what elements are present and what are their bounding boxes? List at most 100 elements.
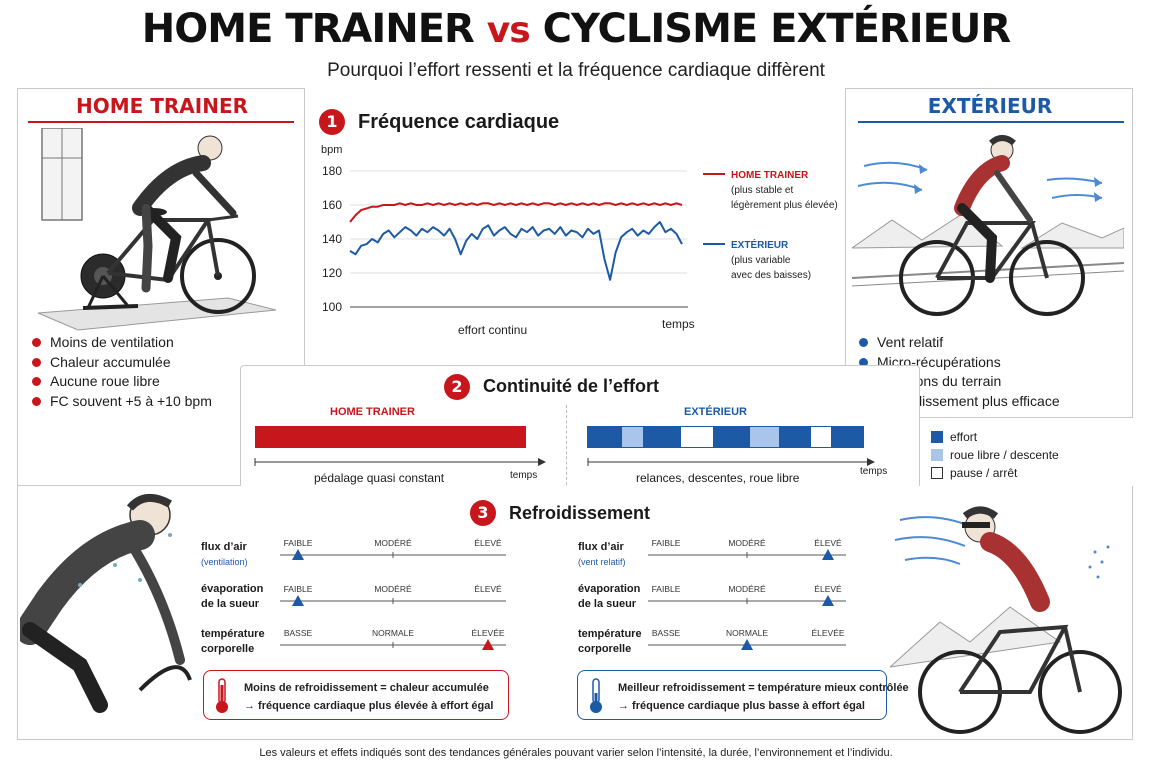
continuity-divider: [566, 405, 567, 485]
continuity-out-time: temps: [860, 466, 888, 477]
legend-out-note1: (plus variable: [731, 255, 791, 266]
series-home-trainer-line: [349, 202, 683, 223]
legend-home-note2: légèrement plus élevée): [731, 200, 838, 211]
scale-label: MODÉRÉ: [728, 538, 766, 548]
y-tick-label: 180: [322, 164, 342, 178]
outdoor-cooling-callout: Meilleur refroidissement = température m…: [577, 670, 909, 720]
home-cooling-callout: Moins de refroidissement = chaleur accum…: [203, 670, 509, 720]
scale-marker: [822, 549, 834, 560]
continuity-legend: effort roue libre / descente pause / arr…: [930, 428, 1059, 482]
out-callout-line2: → fréquence cardiaque plus basse à effor…: [618, 700, 865, 712]
scale-label: ÉLEVÉE: [811, 628, 844, 638]
scale-label: MODÉRÉ: [374, 584, 412, 594]
continuity-home-caption: pédalage quasi constant: [314, 471, 445, 485]
y-tick-label: 100: [322, 300, 342, 314]
legend-effort: effort: [930, 428, 1059, 446]
continuity-out-bar: [587, 426, 864, 448]
scale-label: FAIBLE: [652, 538, 681, 548]
continuity-segment: [643, 427, 681, 447]
home-callout-line1: Moins de refroidissement = chaleur accum…: [244, 682, 489, 694]
continuity-segment: [621, 427, 644, 447]
continuity-home-label: HOME TRAINER: [330, 406, 415, 418]
scale-marker: [822, 595, 834, 606]
home-airflow-label: flux d’air (ventilation): [201, 541, 248, 567]
chart-series: [349, 202, 683, 281]
legend-home-note1: (plus stable et: [731, 185, 793, 196]
series-exterieur-line: [349, 221, 683, 281]
continuity-home-time: temps: [510, 470, 538, 481]
continuity-segment: [779, 427, 812, 447]
bullet-item: Moins de ventilation: [30, 333, 300, 353]
legend-out-note2: avec des baisses): [731, 270, 811, 281]
scale-label: FAIBLE: [652, 584, 681, 594]
outdoor-rule: [858, 121, 1124, 123]
continuity-segment: [830, 427, 863, 447]
scale-label: ÉLEVÉ: [814, 584, 842, 594]
title-left: HOME TRAINER: [141, 6, 475, 52]
continuity-segment: [588, 427, 622, 447]
bullet-item: Vent relatif: [857, 333, 1127, 353]
y-axis-label: bpm: [321, 144, 342, 156]
x-axis-label: temps: [662, 317, 695, 331]
title-right: CYCLISME EXTÉRIEUR: [542, 6, 1012, 52]
scale-label: MODÉRÉ: [728, 584, 766, 594]
scale-marker: [292, 549, 304, 560]
scale-label: ÉLEVÉ: [814, 538, 842, 548]
scale-label: BASSE: [652, 628, 681, 638]
continuity-out-label: EXTÉRIEUR: [684, 406, 747, 418]
out-airflow-label: flux d’air (vent relatif): [578, 541, 626, 567]
y-tick-label: 160: [322, 198, 342, 212]
continuity-home-axis: [254, 458, 546, 466]
section1-title: Fréquence cardiaque: [358, 111, 560, 133]
home-callout-line2: → fréquence cardiaque plus élevée à effo…: [244, 700, 494, 712]
title-vs: vs: [486, 10, 531, 51]
y-tick-label: 140: [322, 232, 342, 246]
home-trainer-bullets: Moins de ventilation Chaleur accumulée A…: [30, 333, 300, 411]
legend-pause: pause / arrêt: [930, 464, 1059, 482]
out-temperature-label: température corporelle: [578, 628, 642, 655]
thermometer-cool-icon: [590, 678, 602, 713]
y-tick-label: 120: [322, 266, 342, 280]
section3-title: Refroidissement: [509, 503, 651, 523]
outdoor-cyclist-illustration: [852, 135, 1124, 316]
scale-label: NORMALE: [372, 628, 414, 638]
continuity-segment: [712, 427, 751, 447]
bullet-item: Aucune roue libre: [30, 372, 300, 392]
scale-label: MODÉRÉ: [374, 538, 412, 548]
home-trainer-rule: [28, 121, 294, 123]
home-trainer-heading: HOME TRAINER: [75, 94, 249, 118]
bullet-item: Chaleur accumulée: [30, 353, 300, 373]
footer-note: Les valeurs et effets indiqués sont des …: [259, 747, 893, 759]
home-evaporation-label: évaporation de la sueur: [201, 583, 264, 610]
continuity-segment: [811, 427, 831, 447]
heart-rate-chart: bpm 100 120 140 160 180 effort continu temps…: [321, 144, 838, 337]
section2-number: 2: [444, 374, 470, 400]
scale-label: FAIBLE: [284, 584, 313, 594]
out-callout-line1: Meilleur refroidissement = température m…: [618, 682, 909, 694]
x-caption: effort continu: [458, 323, 527, 337]
continuity-out-axis: [587, 458, 875, 466]
continuity-home-bar: [255, 426, 526, 448]
scale-label: BASSE: [284, 628, 313, 638]
home-temperature-label: température corporelle: [201, 628, 265, 655]
page-subtitle: Pourquoi l’effort ressenti et la fréquen…: [327, 60, 825, 81]
section3-number: 3: [470, 500, 496, 526]
scale-marker: [292, 595, 304, 606]
continuity-segment: [680, 427, 713, 447]
scale-label: ÉLEVÉ: [474, 584, 502, 594]
chart-grid: 100 120 140 160 180: [322, 164, 688, 314]
outdoor-cooled-cyclist-illustration: [890, 506, 1122, 734]
chart-legend: HOME TRAINER (plus stable et légèrement …: [703, 170, 838, 281]
scale-label: FAIBLE: [284, 538, 313, 548]
scale-label: NORMALE: [726, 628, 768, 638]
continuity-out-caption: relances, descentes, roue libre: [636, 471, 800, 485]
page-title: HOME TRAINER vs CYCLISME EXTÉRIEUR: [0, 6, 1152, 52]
legend-coast: roue libre / descente: [930, 446, 1059, 464]
legend-home-name: HOME TRAINER: [731, 170, 809, 181]
sweating-cyclist-illustration: [20, 494, 192, 713]
scale-label: ÉLEVÉE: [471, 628, 504, 638]
out-evaporation-label: évaporation de la sueur: [578, 583, 641, 610]
bullet-item: FC souvent +5 à +10 bpm: [30, 392, 300, 412]
section2-title: Continuité de l’effort: [483, 376, 659, 396]
scale-label: ÉLEVÉ: [474, 538, 502, 548]
